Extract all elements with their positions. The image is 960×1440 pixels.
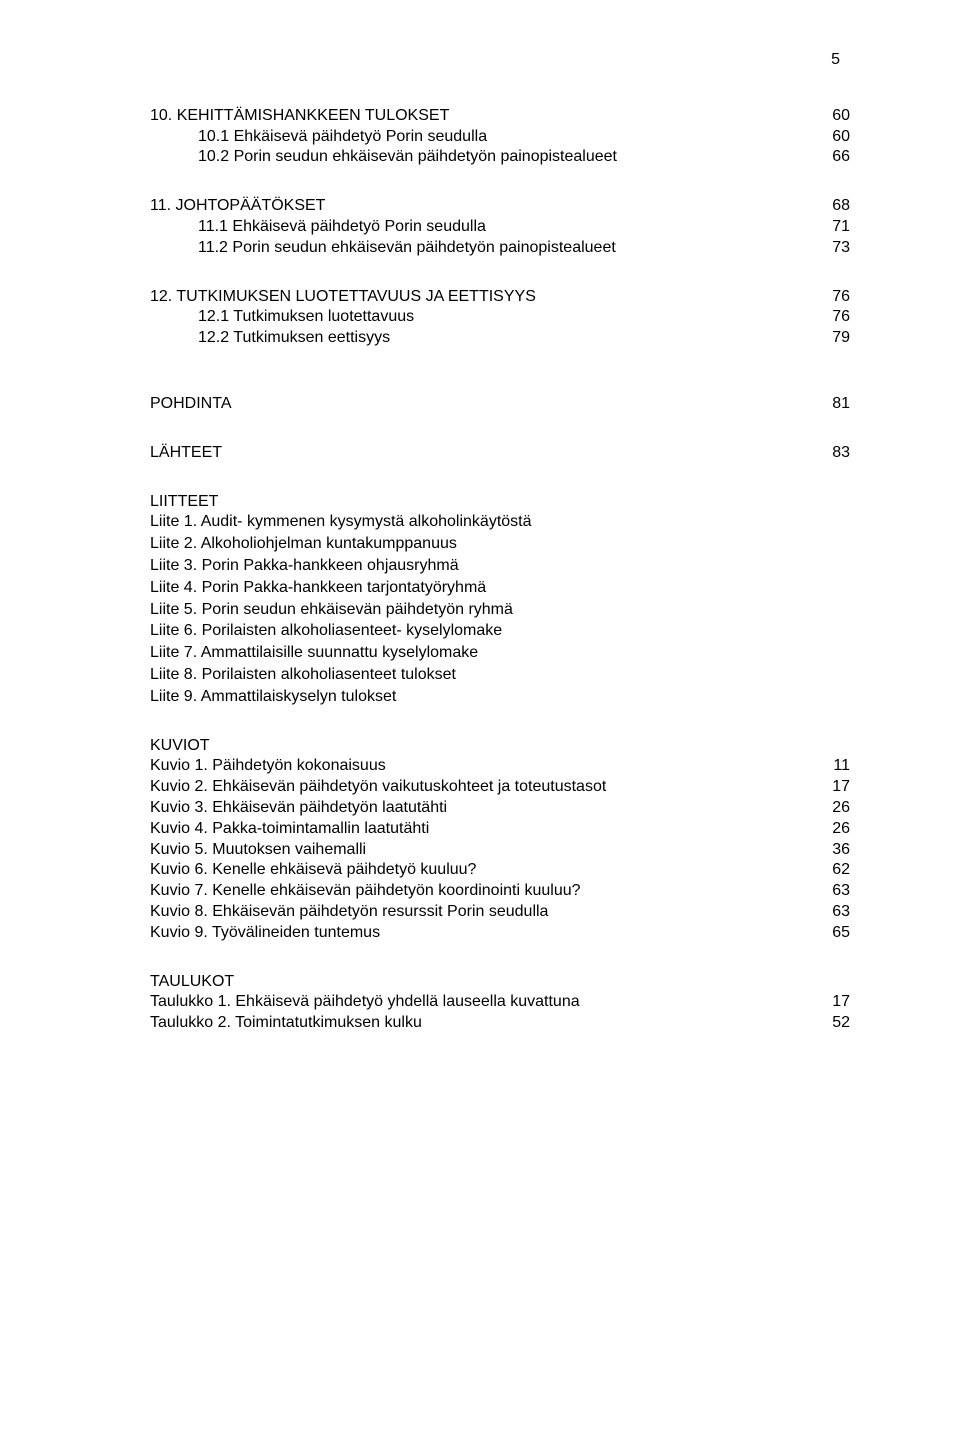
toc-pohdinta: POHDINTA 81 bbox=[150, 394, 850, 415]
kuvio-item: Kuvio 2. Ehkäisevän päihdetyön vaikutusk… bbox=[150, 777, 850, 798]
kuvio-label: Kuvio 3. Ehkäisevän päihdetyön laatutäht… bbox=[150, 798, 820, 819]
toc-lahteet: LÄHTEET 83 bbox=[150, 443, 850, 464]
kuvio-item: Kuvio 6. Kenelle ehkäisevä päihdetyö kuu… bbox=[150, 860, 850, 881]
kuvio-label: Kuvio 1. Päihdetyön kokonaisuus bbox=[150, 756, 820, 777]
liite-item: Liite 7. Ammattilaisille suunnattu kysel… bbox=[150, 643, 850, 664]
kuvio-page: 26 bbox=[820, 798, 850, 819]
kuvio-item: Kuvio 8. Ehkäisevän päihdetyön resurssit… bbox=[150, 902, 850, 923]
toc-heading-page: 68 bbox=[820, 196, 850, 217]
taulukot-title: TAULUKOT bbox=[150, 972, 850, 993]
toc-heading-label: 12. TUTKIMUKSEN LUOTETTAVUUS JA EETTISYY… bbox=[150, 287, 820, 308]
toc-item-page: 79 bbox=[820, 328, 850, 349]
kuvio-item: Kuvio 1. Päihdetyön kokonaisuus 11 bbox=[150, 756, 850, 777]
toc-item-page: 73 bbox=[820, 238, 850, 259]
kuvio-label: Kuvio 2. Ehkäisevän päihdetyön vaikutusk… bbox=[150, 777, 820, 798]
page-number: 5 bbox=[150, 50, 850, 71]
toc-item: 11.2 Porin seudun ehkäisevän päihdetyön … bbox=[150, 238, 850, 259]
toc-item-label: 12.1 Tutkimuksen luotettavuus bbox=[198, 307, 820, 328]
kuvio-label: Kuvio 5. Muutoksen vaihemalli bbox=[150, 840, 820, 861]
kuvio-label: Kuvio 6. Kenelle ehkäisevä päihdetyö kuu… bbox=[150, 860, 820, 881]
kuvio-label: Kuvio 8. Ehkäisevän päihdetyön resurssit… bbox=[150, 902, 820, 923]
toc-item-page: 71 bbox=[820, 217, 850, 238]
liite-item: Liite 9. Ammattilaiskyselyn tulokset bbox=[150, 687, 850, 708]
toc-heading-page: 60 bbox=[820, 106, 850, 127]
toc-item-page: 76 bbox=[820, 307, 850, 328]
kuvio-page: 65 bbox=[820, 923, 850, 944]
taulukko-label: Taulukko 2. Toimintatutkimuksen kulku bbox=[150, 1013, 820, 1034]
kuvio-page: 63 bbox=[820, 902, 850, 923]
toc-page: 81 bbox=[820, 394, 850, 415]
taulukko-page: 17 bbox=[820, 992, 850, 1013]
toc-item-label: 12.2 Tutkimuksen eettisyys bbox=[198, 328, 820, 349]
toc-item: 12.1 Tutkimuksen luotettavuus 76 bbox=[150, 307, 850, 328]
toc-item-page: 60 bbox=[820, 127, 850, 148]
toc-heading-12: 12. TUTKIMUKSEN LUOTETTAVUUS JA EETTISYY… bbox=[150, 287, 850, 308]
toc-label: LÄHTEET bbox=[150, 443, 820, 464]
kuvio-label: Kuvio 7. Kenelle ehkäisevän päihdetyön k… bbox=[150, 881, 820, 902]
toc-item-label: 11.1 Ehkäisevä päihdetyö Porin seudulla bbox=[198, 217, 820, 238]
toc-heading-label: 11. JOHTOPÄÄTÖKSET bbox=[150, 196, 820, 217]
liite-item: Liite 5. Porin seudun ehkäisevän päihdet… bbox=[150, 600, 850, 621]
kuvio-label: Kuvio 4. Pakka-toimintamallin laatutähti bbox=[150, 819, 820, 840]
kuvio-item: Kuvio 9. Työvälineiden tuntemus 65 bbox=[150, 923, 850, 944]
liite-item: Liite 6. Porilaisten alkoholiasenteet- k… bbox=[150, 621, 850, 642]
toc-heading-page: 76 bbox=[820, 287, 850, 308]
kuvio-label: Kuvio 9. Työvälineiden tuntemus bbox=[150, 923, 820, 944]
kuvio-item: Kuvio 5. Muutoksen vaihemalli 36 bbox=[150, 840, 850, 861]
toc-item-label: 11.2 Porin seudun ehkäisevän päihdetyön … bbox=[198, 238, 820, 259]
liite-item: Liite 8. Porilaisten alkoholiasenteet tu… bbox=[150, 665, 850, 686]
toc-label: POHDINTA bbox=[150, 394, 820, 415]
toc-item: 12.2 Tutkimuksen eettisyys 79 bbox=[150, 328, 850, 349]
toc-item: 10.1 Ehkäisevä päihdetyö Porin seudulla … bbox=[150, 127, 850, 148]
kuvio-page: 26 bbox=[820, 819, 850, 840]
liite-item: Liite 1. Audit- kymmenen kysymystä alkoh… bbox=[150, 512, 850, 533]
kuvio-page: 11 bbox=[820, 756, 850, 777]
toc-heading-11: 11. JOHTOPÄÄTÖKSET 68 bbox=[150, 196, 850, 217]
kuvio-item: Kuvio 3. Ehkäisevän päihdetyön laatutäht… bbox=[150, 798, 850, 819]
taulukko-label: Taulukko 1. Ehkäisevä päihdetyö yhdellä … bbox=[150, 992, 820, 1013]
liite-item: Liite 4. Porin Pakka-hankkeen tarjontaty… bbox=[150, 578, 850, 599]
kuvio-item: Kuvio 7. Kenelle ehkäisevän päihdetyön k… bbox=[150, 881, 850, 902]
toc-item-label: 10.1 Ehkäisevä päihdetyö Porin seudulla bbox=[198, 127, 820, 148]
kuvio-page: 17 bbox=[820, 777, 850, 798]
toc-page: 83 bbox=[820, 443, 850, 464]
toc-item-page: 66 bbox=[820, 147, 850, 168]
liite-item: Liite 3. Porin Pakka-hankkeen ohjausryhm… bbox=[150, 556, 850, 577]
liite-item: Liite 2. Alkoholiohjelman kuntakumppanuu… bbox=[150, 534, 850, 555]
kuvio-item: Kuvio 4. Pakka-toimintamallin laatutähti… bbox=[150, 819, 850, 840]
toc-heading-label: 10. KEHITTÄMISHANKKEEN TULOKSET bbox=[150, 106, 820, 127]
taulukko-item: Taulukko 2. Toimintatutkimuksen kulku 52 bbox=[150, 1013, 850, 1034]
kuvio-page: 36 bbox=[820, 840, 850, 861]
toc-item: 11.1 Ehkäisevä päihdetyö Porin seudulla … bbox=[150, 217, 850, 238]
kuviot-title: KUVIOT bbox=[150, 736, 850, 757]
toc-item-label: 10.2 Porin seudun ehkäisevän päihdetyön … bbox=[198, 147, 820, 168]
toc-heading-10: 10. KEHITTÄMISHANKKEEN TULOKSET 60 bbox=[150, 106, 850, 127]
toc-item: 10.2 Porin seudun ehkäisevän päihdetyön … bbox=[150, 147, 850, 168]
kuvio-page: 63 bbox=[820, 881, 850, 902]
kuvio-page: 62 bbox=[820, 860, 850, 881]
liitteet-title: LIITTEET bbox=[150, 492, 850, 513]
taulukko-page: 52 bbox=[820, 1013, 850, 1034]
taulukko-item: Taulukko 1. Ehkäisevä päihdetyö yhdellä … bbox=[150, 992, 850, 1013]
